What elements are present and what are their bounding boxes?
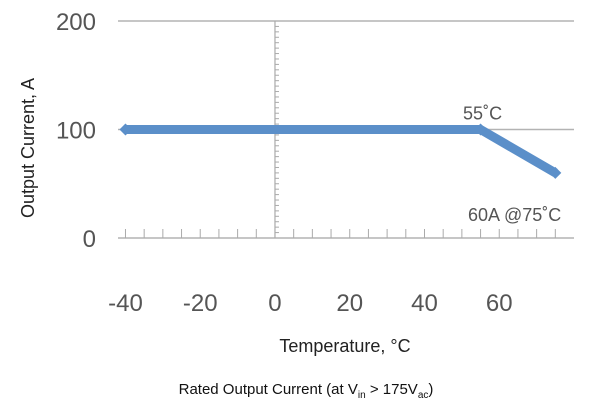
x-tick-label-5: 60: [486, 290, 513, 317]
x-tick-label-1: -20: [183, 290, 218, 317]
data-point-0-1: [474, 123, 487, 136]
y-tick-label-1: 100: [56, 118, 96, 145]
y-tick-label-0: 0: [83, 226, 96, 253]
axes: [124, 21, 556, 238]
series-line-0: [125, 125, 558, 177]
data-marks: [119, 123, 562, 179]
x-tick-label-4: 40: [411, 290, 438, 317]
x-axis-title: Temperature, °C: [279, 336, 410, 356]
y-axis-title: Output Current, A: [18, 78, 38, 218]
annotation-endpoint: 60A @75˚C: [468, 205, 561, 225]
y-tick-label-2: 200: [56, 9, 96, 36]
x-tick-label-0: -40: [108, 290, 143, 317]
x-tick-label-3: 20: [336, 290, 363, 317]
x-tick-label-2: 0: [268, 290, 281, 317]
tick-labels: 0 100 200 -40 -20 0 20 40 60 55˚C 60A @75˚C: [56, 9, 561, 317]
derating-chart: 0 100 200 -40 -20 0 20 40 60 55˚C 60A @75˚C Temper…: [18, 9, 574, 356]
data-point-0-2: [549, 166, 562, 179]
annotation-knee: 55˚C: [463, 104, 502, 124]
chart-caption: Rated Output Current (at Vin > 175Vac): [178, 381, 434, 401]
data-point-0-0: [119, 123, 132, 136]
